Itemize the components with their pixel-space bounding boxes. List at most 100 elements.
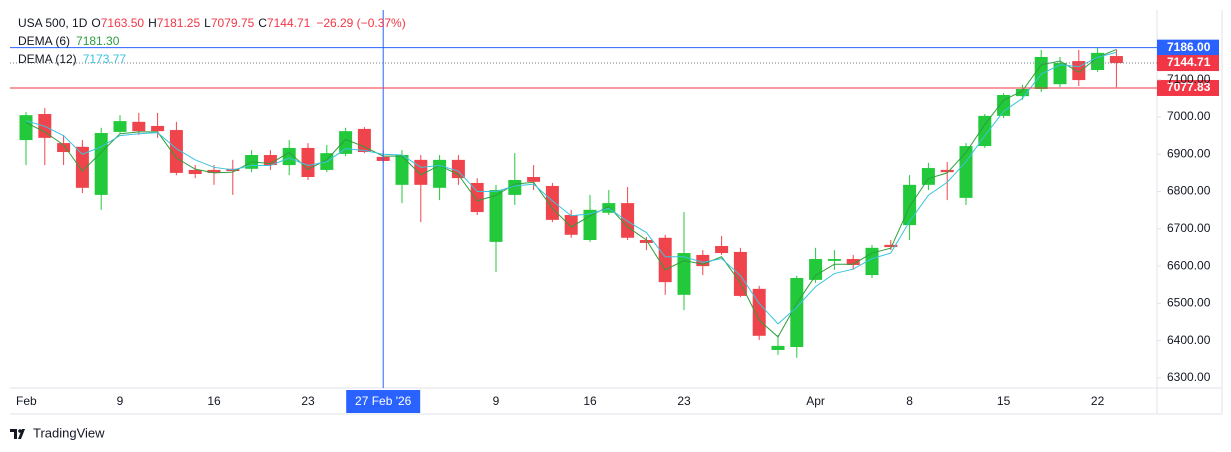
candle-body <box>339 131 353 154</box>
ohlc-value: 7144.71 <box>267 16 311 30</box>
candle-body <box>771 345 785 350</box>
x-tick-label: 9 <box>117 394 124 408</box>
price-label: 7144.71 <box>1167 55 1211 69</box>
candle-body <box>414 159 428 185</box>
legend-dema12: DEMA (12) 7173.77 <box>18 52 126 66</box>
candle-body <box>1072 61 1086 81</box>
ohlc-key: C <box>258 16 267 30</box>
x-tick-label: 15 <box>997 394 1011 408</box>
y-tick-label: 6400.00 <box>1167 333 1211 347</box>
brand: TradingView <box>10 425 105 440</box>
candle-body <box>1109 56 1123 64</box>
ohlc-key: L <box>204 16 211 30</box>
crosshair-label-bg <box>346 390 421 413</box>
legend-header: USA 500, 1D O7163.50 H7181.25 L7079.75 C7144… <box>18 16 406 30</box>
candle-body <box>921 168 935 185</box>
candle-body <box>113 121 127 132</box>
candle-body <box>282 147 296 166</box>
y-tick-label: 6700.00 <box>1167 221 1211 235</box>
candle-body <box>658 237 672 283</box>
ohlc-value: 7181.25 <box>157 16 201 30</box>
dema-line <box>25 51 1117 325</box>
x-tick-label: 16 <box>207 394 221 408</box>
candle-body <box>733 251 747 296</box>
candle-body <box>959 146 973 198</box>
ohlc-value: 7079.75 <box>211 16 255 30</box>
candle-body <box>151 125 165 132</box>
candle-body <box>696 254 710 267</box>
candle-body <box>827 259 841 261</box>
candle-body <box>489 190 503 242</box>
candle-body <box>639 240 653 243</box>
legend-dema6: DEMA (6) 7181.30 <box>18 34 120 48</box>
brand-logo-dot <box>18 429 22 433</box>
candle-body <box>433 159 447 188</box>
y-tick-label: 6500.00 <box>1167 296 1211 310</box>
candle-body <box>357 128 371 153</box>
candle-body <box>301 147 315 178</box>
legend-value: 7181.30 <box>76 34 120 48</box>
candle-body <box>809 259 823 280</box>
candle-body <box>884 244 898 248</box>
crosshair-label: 27 Feb '26 <box>355 394 412 408</box>
candle-body <box>846 259 860 265</box>
legend-value: 7173.77 <box>83 52 127 66</box>
candle-body <box>188 169 202 175</box>
candle-body <box>395 155 409 185</box>
symbol: USA 500, 1D <box>18 16 88 30</box>
price-label-bg <box>1157 39 1219 56</box>
x-tick-label: 23 <box>677 394 691 408</box>
y-tick-label: 6600.00 <box>1167 258 1211 272</box>
price-label-bg <box>1157 79 1219 96</box>
candle-body <box>621 203 635 238</box>
price-label-bg <box>1157 55 1219 72</box>
x-tick-label: 22 <box>1091 394 1105 408</box>
plot-area <box>19 48 1123 358</box>
candle-body <box>57 143 71 153</box>
candle-body <box>263 155 277 166</box>
candle-body <box>1034 56 1048 90</box>
price-label: 7186.00 <box>1167 40 1211 54</box>
x-tick-label: 16 <box>583 394 597 408</box>
candle-body <box>545 185 559 220</box>
price-label: 7077.83 <box>1167 80 1211 94</box>
x-tick-label: Feb <box>16 394 37 408</box>
candle-body <box>75 146 89 188</box>
legend-name: DEMA (12) <box>18 52 77 66</box>
candle-body <box>715 245 729 254</box>
dema-line <box>25 48 1117 338</box>
x-tick-label: Apr <box>806 394 825 408</box>
ohlc-key: O <box>91 16 100 30</box>
candle-body <box>903 184 917 226</box>
candle-body <box>997 94 1011 116</box>
candle-body <box>564 215 578 235</box>
candle-body <box>677 253 691 295</box>
candle-body <box>978 115 992 147</box>
x-tick-label: 23 <box>301 394 315 408</box>
candle-body <box>527 177 541 182</box>
candle-body <box>1091 52 1105 71</box>
candle-body <box>790 278 804 347</box>
x-tick-label: 8 <box>906 394 913 408</box>
candle-body <box>1053 62 1067 85</box>
candle-body <box>169 130 183 173</box>
ohlc-value: 7163.50 <box>101 16 145 30</box>
y-tick-label: 6300.00 <box>1167 370 1211 384</box>
change: −26.29 (−0.37%) <box>316 16 405 30</box>
candle-body <box>132 121 146 132</box>
candle-body <box>1015 89 1029 97</box>
ohlc-key: H <box>148 16 157 30</box>
brand-name: TradingView <box>33 425 105 440</box>
legend-name: DEMA (6) <box>18 34 70 48</box>
candle-body <box>94 133 108 195</box>
y-tick-label: 6800.00 <box>1167 184 1211 198</box>
candle-body <box>752 288 766 336</box>
y-tick-label: 7100.00 <box>1167 72 1211 86</box>
y-tick-label: 7000.00 <box>1167 109 1211 123</box>
candle-body <box>940 169 954 173</box>
x-tick-label: 9 <box>493 394 500 408</box>
candle-body <box>207 169 221 173</box>
